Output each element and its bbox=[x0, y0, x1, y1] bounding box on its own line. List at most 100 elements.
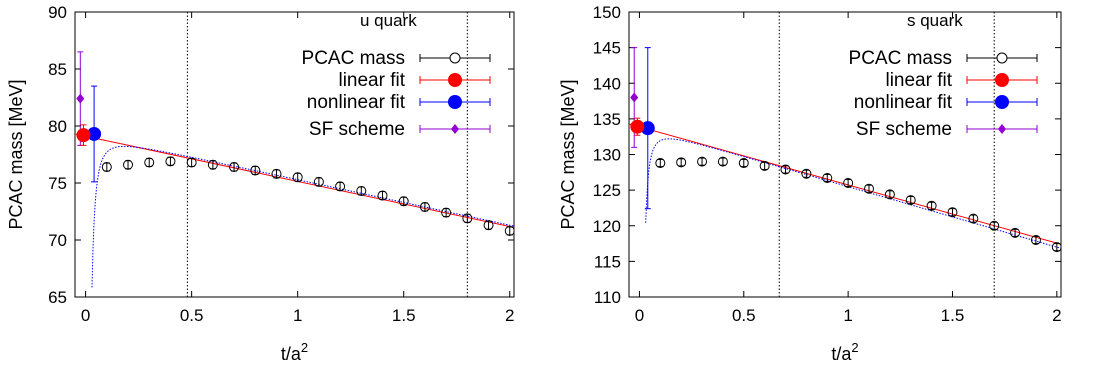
chart1-ytick-label: 110 bbox=[594, 288, 621, 307]
chart0-ytick-label: 85 bbox=[48, 60, 67, 79]
chart1-plot-area bbox=[629, 12, 1061, 297]
chart0-ytick-label: 70 bbox=[48, 231, 67, 250]
chart0-pcac-point bbox=[292, 172, 303, 183]
chart0-nonlinear-fit-point bbox=[87, 126, 102, 141]
chart0-ylabel: PCAC mass [MeV] bbox=[6, 79, 26, 229]
chart1-pcac-point bbox=[1010, 227, 1021, 238]
chart0-sf-scheme-point bbox=[76, 93, 85, 104]
chart1-sf-scheme-point bbox=[630, 92, 639, 103]
chart0-xlabel: t/a2 bbox=[281, 340, 308, 364]
chart1-legend-marker bbox=[995, 73, 1009, 87]
chart0-pcac-point bbox=[419, 201, 430, 212]
chart1-xtick-label: 1 bbox=[843, 306, 852, 325]
chart0-pcac-point bbox=[229, 162, 240, 173]
chart1-xtick-label: 2 bbox=[1052, 306, 1061, 325]
chart0-pcac-point bbox=[123, 159, 134, 170]
chart1-pcac-point bbox=[822, 173, 833, 184]
chart1-pcac-point bbox=[968, 213, 979, 224]
chart0-legend-marker bbox=[451, 124, 459, 134]
chart0-xtick-label: 2 bbox=[505, 306, 514, 325]
chart1-xtick-label: 0 bbox=[635, 306, 644, 325]
chart1-legend-label: nonlinear fit bbox=[854, 92, 953, 113]
chart1-legend-marker bbox=[998, 124, 1006, 134]
chart1-pcac-point bbox=[884, 189, 895, 200]
chart1-pcac-point bbox=[759, 160, 770, 171]
chart0-legend-label: nonlinear fit bbox=[307, 92, 406, 113]
chart1-plot-frame bbox=[628, 11, 1062, 298]
chart0-pcac-point bbox=[441, 207, 452, 218]
chart1-pcac-point bbox=[947, 207, 958, 218]
chart1-ytick-label: 125 bbox=[593, 181, 621, 200]
chart1-pcac-point bbox=[717, 156, 728, 167]
chart0-pcac-point bbox=[313, 176, 324, 187]
chart1-nonlinear-fit-curve bbox=[645, 138, 1061, 249]
chart0-pcac-point bbox=[207, 159, 218, 170]
chart1-xtick-label: 1.5 bbox=[941, 306, 965, 325]
chart1-ylabel: PCAC mass [MeV] bbox=[558, 79, 578, 229]
chart1-xlabel: t/a2 bbox=[831, 340, 858, 364]
chart0-pcac-point bbox=[250, 165, 261, 176]
chart0-pcac-point bbox=[186, 157, 197, 168]
chart1-pcac-point bbox=[989, 220, 1000, 231]
chart1-linear-fit-point bbox=[630, 119, 645, 134]
chart1-legend-label: PCAC mass bbox=[849, 48, 952, 69]
chart1-ytick-label: 130 bbox=[593, 146, 621, 165]
u-quark-chart: 65 70 75 80 85 90 0 0.5 1 1.5 2 t/a2 PCAC mass [MeV]… bbox=[6, 3, 515, 364]
chart0-xtick-label: 1.5 bbox=[392, 306, 416, 325]
chart0-pcac-point bbox=[271, 168, 282, 179]
chart1-legend-marker bbox=[996, 52, 1008, 64]
chart1-pcac-point bbox=[738, 158, 749, 169]
chart1-ytick-label: 120 bbox=[593, 217, 621, 236]
chart0-legend-marker bbox=[449, 52, 461, 64]
chart1-pcac-point bbox=[926, 200, 937, 211]
chart0-xtick-label: 0 bbox=[81, 306, 90, 325]
chart1-pcac-point bbox=[780, 164, 791, 175]
chart0-pcac-point bbox=[377, 190, 388, 201]
chart1-pcac-point bbox=[676, 157, 687, 168]
chart1-pcac-point bbox=[905, 195, 916, 206]
chart0-pcac-point bbox=[398, 196, 409, 207]
chart0-pcac-point bbox=[101, 162, 112, 173]
chart0-legend-label: SF scheme bbox=[309, 119, 405, 140]
chart0-ytick-label: 90 bbox=[48, 3, 67, 22]
chart0-plot-frame bbox=[74, 11, 515, 298]
chart0-annotation: u quark bbox=[360, 11, 417, 30]
chart0-plot-area bbox=[75, 12, 514, 297]
chart0-pcac-point bbox=[483, 220, 494, 231]
chart1-xlabel-superscript: 2 bbox=[851, 340, 858, 355]
chart0-ytick-label: 65 bbox=[48, 288, 67, 307]
chart1-ytick-label: 115 bbox=[594, 252, 621, 271]
chart0-legend-marker bbox=[448, 95, 462, 109]
chart1-linear-fit-line bbox=[629, 123, 1061, 245]
chart0-legend-label: PCAC mass bbox=[302, 48, 405, 69]
chart1-ytick-label: 150 bbox=[593, 3, 621, 22]
chart0-legend-label: linear fit bbox=[338, 70, 405, 91]
chart1-pcac-point bbox=[801, 168, 812, 179]
chart0-pcac-point bbox=[504, 225, 514, 236]
chart1-pcac-point bbox=[655, 158, 666, 169]
chart1-annotation: s quark bbox=[907, 11, 963, 30]
chart0-pcac-point bbox=[144, 157, 155, 168]
chart1-pcac-point bbox=[843, 178, 854, 188]
chart0-pcac-point bbox=[462, 213, 473, 224]
chart1-xtick-label: 0.5 bbox=[732, 306, 756, 325]
chart0-ytick-label: 80 bbox=[48, 117, 67, 136]
chart1-ytick-label: 145 bbox=[593, 39, 621, 58]
chart1-ytick-label: 135 bbox=[593, 110, 621, 129]
chart1-pcac-point bbox=[864, 183, 874, 194]
chart0-xtick-label: 0.5 bbox=[180, 306, 204, 325]
chart1-pcac-point bbox=[697, 156, 708, 167]
chart1-legend-label: linear fit bbox=[885, 70, 952, 91]
chart1-pcac-point bbox=[1051, 242, 1061, 253]
chart1-legend-marker bbox=[995, 95, 1009, 109]
chart1-pcac-point bbox=[1030, 235, 1041, 245]
chart1-nonlinear-fit-point bbox=[640, 121, 655, 136]
chart0-pcac-point bbox=[165, 156, 176, 167]
chart0-pcac-point bbox=[356, 185, 367, 196]
chart0-nonlinear-fit-curve bbox=[91, 145, 514, 288]
chart0-xtick-label: 1 bbox=[293, 306, 302, 325]
chart0-ytick-label: 75 bbox=[48, 174, 67, 193]
chart0-linear-fit-point bbox=[76, 128, 91, 143]
chart1-ytick-label: 140 bbox=[593, 74, 621, 93]
